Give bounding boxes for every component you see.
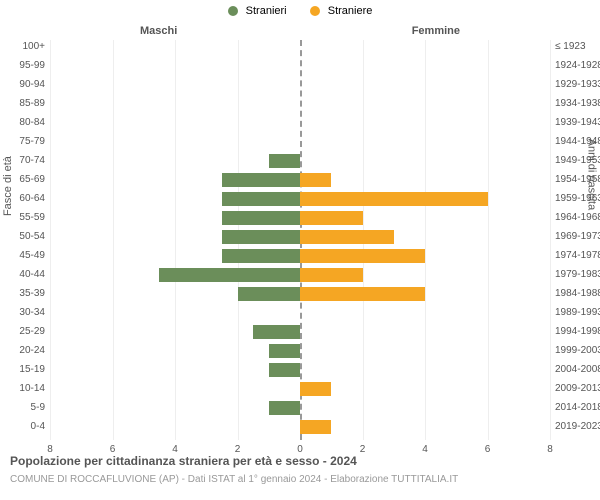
chart-subtitle: COMUNE DI ROCCAFLUVIONE (AP) - Dati ISTA… (10, 474, 458, 485)
gridline (425, 40, 426, 440)
birth-label: 1924-1928 (555, 61, 600, 71)
bar-male (222, 211, 300, 225)
age-label: 60-64 (5, 194, 45, 204)
age-label: 80-84 (5, 118, 45, 128)
birth-label: 1939-1943 (555, 118, 600, 128)
bar-female (300, 382, 331, 396)
birth-label: 1929-1933 (555, 80, 600, 90)
age-label: 45-49 (5, 251, 45, 261)
age-label: 30-34 (5, 308, 45, 318)
birth-label: 1954-1958 (555, 175, 600, 185)
age-label: 10-14 (5, 384, 45, 394)
bar-male (222, 192, 300, 206)
birth-label: 1994-1998 (555, 327, 600, 337)
plot-area: 100+≤ 192395-991924-192890-941929-193385… (50, 40, 550, 440)
legend-label-female: Straniere (328, 5, 373, 17)
legend-item-male: Stranieri (228, 5, 287, 17)
bar-male (269, 401, 300, 415)
x-tick-label: 8 (547, 444, 553, 455)
bar-female (300, 173, 331, 187)
bar-female (300, 268, 363, 282)
bar-female (300, 287, 425, 301)
bar-male (159, 268, 300, 282)
birth-label: 1989-1993 (555, 308, 600, 318)
bar-male (238, 287, 301, 301)
bar-male (269, 363, 300, 377)
birth-label: 1999-2003 (555, 346, 600, 356)
legend: Stranieri Straniere (0, 5, 600, 17)
section-label-male: Maschi (140, 25, 177, 37)
age-label: 25-29 (5, 327, 45, 337)
age-label: 85-89 (5, 99, 45, 109)
bar-female (300, 211, 363, 225)
birth-label: 1964-1968 (555, 213, 600, 223)
legend-marker-male (228, 6, 238, 16)
legend-marker-female (310, 6, 320, 16)
age-label: 100+ (5, 42, 45, 52)
birth-label: 1934-1938 (555, 99, 600, 109)
x-tick-label: 4 (422, 444, 428, 455)
chart-title: Popolazione per cittadinanza straniera p… (10, 454, 357, 468)
age-label: 40-44 (5, 270, 45, 280)
bar-male (253, 325, 300, 339)
birth-label: 1969-1973 (555, 232, 600, 242)
birth-label: 1979-1983 (555, 270, 600, 280)
bar-male (222, 230, 300, 244)
legend-item-female: Straniere (310, 5, 373, 17)
bar-male (269, 154, 300, 168)
chart-container: Stranieri Straniere Maschi Femmine Fasce… (0, 0, 600, 500)
x-tick-label: 2 (360, 444, 366, 455)
age-label: 5-9 (5, 403, 45, 413)
birth-label: 2009-2013 (555, 384, 600, 394)
bar-male (222, 249, 300, 263)
x-tick-label: 6 (485, 444, 491, 455)
birth-label: 1944-1948 (555, 137, 600, 147)
age-label: 20-24 (5, 346, 45, 356)
age-label: 35-39 (5, 289, 45, 299)
bar-male (269, 344, 300, 358)
birth-label: 1984-1988 (555, 289, 600, 299)
age-label: 0-4 (5, 422, 45, 432)
age-label: 75-79 (5, 137, 45, 147)
age-label: 50-54 (5, 232, 45, 242)
age-label: 95-99 (5, 61, 45, 71)
age-label: 55-59 (5, 213, 45, 223)
birth-label: 1974-1978 (555, 251, 600, 261)
age-label: 90-94 (5, 80, 45, 90)
birth-label: 2019-2023 (555, 422, 600, 432)
gridline (550, 40, 551, 440)
gridline (175, 40, 176, 440)
gridline (488, 40, 489, 440)
age-label: 15-19 (5, 365, 45, 375)
age-label: 70-74 (5, 156, 45, 166)
bar-female (300, 192, 488, 206)
gridline (50, 40, 51, 440)
birth-label: 1949-1953 (555, 156, 600, 166)
birth-label: 1959-1963 (555, 194, 600, 204)
age-label: 65-69 (5, 175, 45, 185)
gridline (113, 40, 114, 440)
bar-female (300, 249, 425, 263)
birth-label: ≤ 1923 (555, 42, 600, 52)
bar-male (222, 173, 300, 187)
bar-female (300, 420, 331, 434)
legend-label-male: Stranieri (246, 5, 287, 17)
birth-label: 2014-2018 (555, 403, 600, 413)
birth-label: 2004-2008 (555, 365, 600, 375)
bar-female (300, 230, 394, 244)
section-label-female: Femmine (412, 25, 460, 37)
